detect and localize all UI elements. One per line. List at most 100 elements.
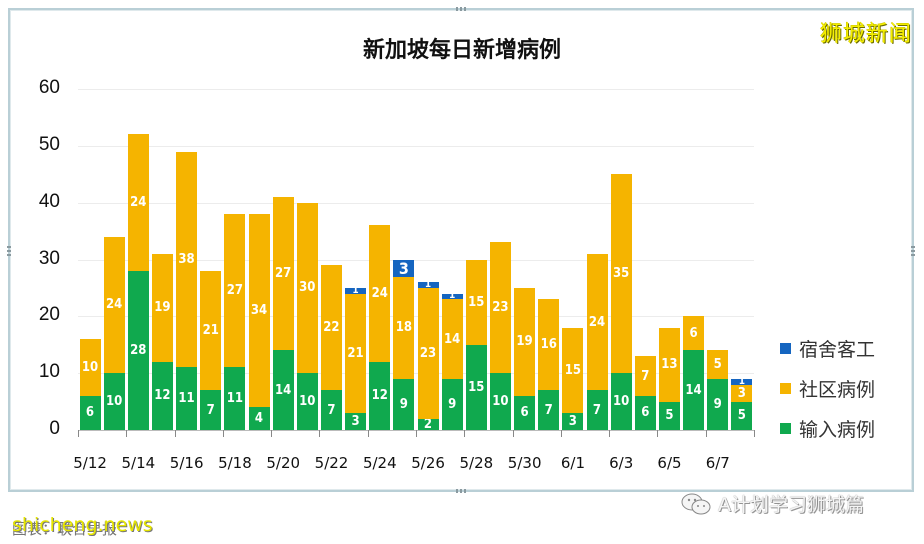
segment-输入病例: 6 <box>514 395 536 430</box>
x-tick <box>126 430 128 437</box>
x-tick <box>464 430 466 437</box>
segment-输入病例: 3 <box>345 412 367 430</box>
legend-item[interactable]: 宿舍客工 <box>780 328 875 368</box>
x-tick <box>512 430 514 437</box>
x-tick <box>754 430 755 437</box>
segment-社区病例: 6 <box>683 316 705 351</box>
source-credit: 图表：联合早报 <box>12 520 118 538</box>
x-tick-label: 5/12 <box>73 454 107 472</box>
legend: 宿舍客工社区病例 输入病例 <box>780 328 875 448</box>
brand-watermark: 狮城新闻 <box>819 22 912 47</box>
segment-输入病例: 9 <box>393 378 415 430</box>
segment-社区病例: 30 <box>296 202 318 374</box>
segment-社区病例: 24 <box>369 225 391 362</box>
segment-社区病例: 23 <box>417 287 439 419</box>
segment-社区病例: 13 <box>658 327 680 402</box>
footer-watermark-left: 图表：联合早报 shicheng.news <box>12 514 153 538</box>
segment-输入病例: 6 <box>79 395 101 430</box>
plot-area: 6 10 10 24 28 24 12 19 11 38 7 21 11 27 4 34 14 27 10 30 7 22… <box>78 89 754 432</box>
x-tick <box>222 430 224 437</box>
segment-社区病例: 38 <box>176 151 198 368</box>
resize-handle-left[interactable] <box>7 246 11 256</box>
segment-社区病例: 34 <box>248 214 270 408</box>
resize-handle-top[interactable] <box>456 7 466 11</box>
segment-输入病例: 4 <box>248 407 270 430</box>
segment-输入病例: 2 <box>417 417 439 432</box>
y-tick-label: 10 <box>38 361 60 383</box>
segment-社区病例: 18 <box>393 276 415 379</box>
segment-输入病例: 7 <box>538 390 560 430</box>
x-tick <box>319 430 321 437</box>
y-tick-label: 30 <box>38 247 60 269</box>
segment-输入病例: 11 <box>176 367 198 430</box>
segment-社区病例: 23 <box>489 242 511 374</box>
x-tick <box>560 430 562 437</box>
x-tick-label: 5/16 <box>169 454 204 472</box>
x-tick-label: 5/28 <box>459 454 494 472</box>
segment-社区病例: 22 <box>320 265 342 391</box>
segment-输入病例: 10 <box>610 373 632 430</box>
y-tick-label: 20 <box>38 304 60 326</box>
segment-社区病例: 24 <box>127 134 149 271</box>
segment-输入病例: 28 <box>127 270 149 430</box>
segment-社区病例: 27 <box>224 214 246 368</box>
resize-handle-bottom[interactable] <box>456 489 466 493</box>
legend-item[interactable]: 输入病例 <box>780 408 875 448</box>
legend-item[interactable]: 社区病例 <box>780 368 875 408</box>
segment-输入病例: 6 <box>634 395 656 430</box>
segment-社区病例: 5 <box>707 350 729 379</box>
site-watermark: shicheng.news <box>12 514 153 536</box>
segment-社区病例: 24 <box>586 253 608 391</box>
segment-输入病例: 7 <box>320 390 342 430</box>
segment-社区病例: 16 <box>538 299 560 391</box>
gridline <box>78 145 754 147</box>
segment-输入病例: 10 <box>489 373 511 430</box>
x-tick <box>609 430 611 437</box>
segment-社区病例: 10 <box>79 339 101 396</box>
segment-社区病例: 21 <box>200 270 222 391</box>
x-tick <box>416 430 417 437</box>
segment-输入病例: 15 <box>465 344 487 430</box>
segment-输入病例: 5 <box>731 401 753 430</box>
footer-watermark-right: A计划学习狮城篇 <box>680 490 864 517</box>
segment-宿舍客工: 1 <box>345 286 367 295</box>
legend-swatch-icon <box>780 342 791 354</box>
resize-handle-right[interactable] <box>911 246 915 256</box>
y-tick-label: 50 <box>38 133 60 155</box>
y-tick-label: 60 <box>38 77 60 98</box>
segment-社区病例: 14 <box>441 299 463 379</box>
segment-社区病例: 35 <box>610 174 632 374</box>
segment-社区病例: 15 <box>562 327 584 413</box>
legend-swatch-icon <box>780 422 791 434</box>
segment-社区病例: 19 <box>514 287 536 396</box>
wechat-icon <box>681 493 711 514</box>
x-tick <box>271 430 273 437</box>
x-tick-label: 5/30 <box>507 454 542 472</box>
segment-宿舍客工: 1 <box>441 291 463 301</box>
x-tick-label: 6/1 <box>560 454 585 472</box>
gridline <box>78 202 754 204</box>
segment-输入病例: 5 <box>658 401 680 430</box>
segment-输入病例: 3 <box>562 412 584 430</box>
segment-输入病例: 10 <box>103 373 125 430</box>
segment-输入病例: 9 <box>707 378 729 430</box>
segment-输入病例: 10 <box>296 373 318 430</box>
legend-swatch-icon <box>780 382 791 394</box>
legend-label: 宿舍客工 <box>799 338 876 361</box>
segment-社区病例: 15 <box>465 259 487 345</box>
gridline <box>78 89 754 90</box>
x-tick-label: 5/26 <box>411 454 445 472</box>
segment-社区病例: 19 <box>151 253 173 362</box>
x-tick <box>367 430 369 437</box>
gridline <box>78 373 754 375</box>
segment-社区病例: 7 <box>634 356 656 396</box>
gridline <box>78 259 754 261</box>
segment-社区病例: 21 <box>345 293 367 413</box>
account-watermark: A计划学习狮城篇 <box>718 494 864 516</box>
gridline <box>78 316 754 318</box>
x-tick <box>657 430 659 437</box>
y-tick-label: 0 <box>49 418 60 439</box>
segment-输入病例: 14 <box>683 350 705 430</box>
x-tick-label: 5/18 <box>218 454 252 472</box>
x-tick <box>705 430 707 437</box>
